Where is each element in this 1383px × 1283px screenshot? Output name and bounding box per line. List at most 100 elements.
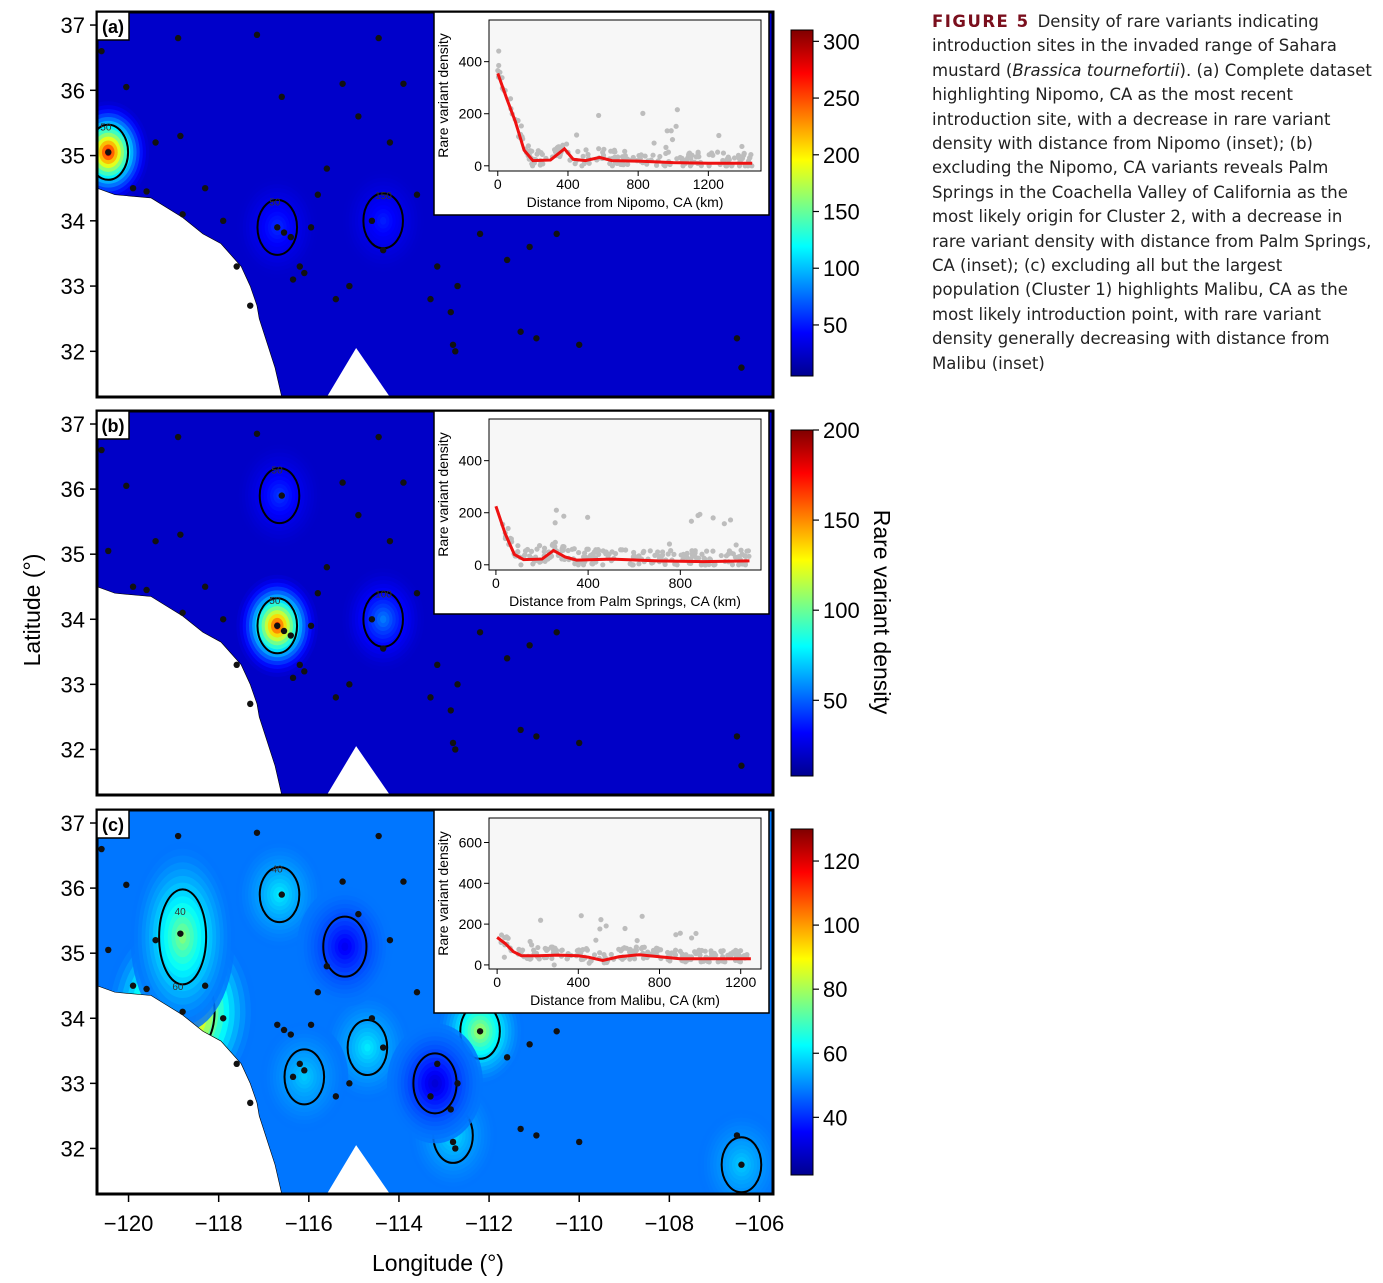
x-axis-title: Longitude (°) <box>372 1250 504 1276</box>
inset-scatter-point <box>674 107 680 113</box>
inset-x-label: Distance from Nipomo, CA (km) <box>527 194 724 210</box>
inset-scatter-point <box>556 144 562 150</box>
colorbar-tick-label: 150 <box>823 200 860 225</box>
sample-site-dot <box>553 230 560 238</box>
sample-site-dot <box>301 668 308 675</box>
inset-scatter-point <box>618 161 624 168</box>
sample-site-dot <box>400 878 407 885</box>
sample-site-dot <box>517 1125 524 1133</box>
inset-x-tick-label: 800 <box>626 176 650 192</box>
inset-scatter-point <box>515 543 521 549</box>
sample-site-dot <box>738 1161 745 1168</box>
inset-scatter-point <box>741 151 747 157</box>
contour-line <box>97 123 130 181</box>
inset-scatter-point <box>699 551 705 557</box>
sample-site-dot <box>98 446 105 454</box>
panel-label-box <box>96 809 130 839</box>
inset-scatter-point <box>639 944 645 951</box>
inset-scatter-point <box>528 548 535 554</box>
sample-site-dot <box>400 479 407 486</box>
sample-site-dot <box>454 1080 461 1087</box>
y-tick-label: 34 <box>61 209 85 234</box>
figure-caption: FIGURE 5 Density of rare variants indicat… <box>932 10 1372 376</box>
sample-site-dot <box>576 739 583 747</box>
inset-scatter-point <box>672 947 679 953</box>
inset-scatter-point <box>607 160 613 167</box>
inset-plot-area <box>488 418 762 571</box>
sample-site-dot <box>447 308 454 316</box>
sample-site-dot <box>179 1008 186 1015</box>
sample-site-dot <box>174 433 182 441</box>
colorbar-tick-label: 120 <box>823 849 860 874</box>
gulf-mask <box>326 348 390 397</box>
sample-site-dot <box>454 282 461 290</box>
sample-site-dot <box>427 295 434 303</box>
inset-scatter-point <box>669 136 676 143</box>
inset-scatter-point <box>521 552 527 559</box>
inset-scatter-point <box>739 143 745 150</box>
inset-scatter-point <box>631 549 637 556</box>
inset-scatter-point <box>498 932 505 938</box>
inset-scatter-point <box>597 926 603 932</box>
inset-scatter-point <box>561 544 567 550</box>
inset-y-label: Rare variant density <box>435 831 451 956</box>
inset-scatter-point <box>684 156 690 162</box>
contour-label: 150 <box>375 191 392 202</box>
sample-site-dot <box>733 733 741 740</box>
sample-site-dot <box>476 1028 484 1035</box>
inset-scatter-point <box>565 547 571 554</box>
inset-scatter-point <box>697 952 703 958</box>
inset-scatter-point <box>737 948 744 954</box>
y-tick-label: 35 <box>61 144 85 169</box>
inset-scatter-point <box>525 143 531 149</box>
x-tick-label: −108 <box>645 1211 695 1236</box>
inset-scatter-point <box>698 959 704 965</box>
inset-scatter-point <box>585 151 591 158</box>
x-tick-label: −110 <box>555 1211 603 1236</box>
inset-scatter-point <box>724 156 730 162</box>
inset-scatter-point <box>727 517 734 523</box>
inset-scatter-point <box>689 152 695 158</box>
sample-site-dot <box>233 661 240 669</box>
sample-site-dot <box>434 661 441 669</box>
sample-site-dot <box>434 1060 441 1068</box>
inset-scatter-point <box>608 148 614 154</box>
inset-scatter-point <box>726 953 732 959</box>
sample-site-dot <box>553 1028 560 1035</box>
sample-site-dot <box>375 433 382 441</box>
inset-scatter-point <box>505 935 511 941</box>
sample-site-dot <box>339 878 346 885</box>
inset-scatter-point <box>641 548 647 554</box>
sample-site-dot <box>427 1093 434 1100</box>
caption-text-cont: ). (a) Complete dataset highlighting Nip… <box>932 60 1372 373</box>
inset-scatter-point <box>695 555 702 561</box>
inset-scatter-point <box>708 950 715 957</box>
heatmap-hotspot <box>364 1043 371 1052</box>
inset-scatter-point <box>674 562 680 568</box>
inset-scatter-point <box>540 161 546 167</box>
inset-scatter-point <box>596 146 602 152</box>
y-tick-label: 33 <box>61 1071 85 1096</box>
inset-scatter-point <box>730 551 736 557</box>
contour-label: 100 <box>375 589 392 600</box>
inset-scatter-point <box>564 955 571 961</box>
y-tick-label: 36 <box>61 876 85 901</box>
sample-site-dot <box>533 733 540 740</box>
ocean-mask <box>97 187 283 397</box>
panel-label: (a) <box>102 17 124 37</box>
inset-scatter-point <box>576 549 582 556</box>
inset-scatter-point <box>531 947 537 953</box>
sample-site-dot <box>526 642 533 649</box>
sample-site-dot <box>278 93 285 101</box>
sample-site-dot <box>201 583 209 590</box>
colorbar-title: Rare variant density <box>869 510 895 715</box>
contour-label: 50 <box>100 122 112 133</box>
sample-site-dot <box>355 511 362 519</box>
inset-scatter-point <box>580 562 587 568</box>
sample-site-dot <box>738 762 745 769</box>
sample-site-dot <box>201 184 209 192</box>
inset-scatter-point <box>596 112 602 119</box>
sample-site-dot <box>526 243 533 251</box>
inset-trend-line <box>496 72 753 165</box>
sample-site-dot <box>105 149 112 156</box>
